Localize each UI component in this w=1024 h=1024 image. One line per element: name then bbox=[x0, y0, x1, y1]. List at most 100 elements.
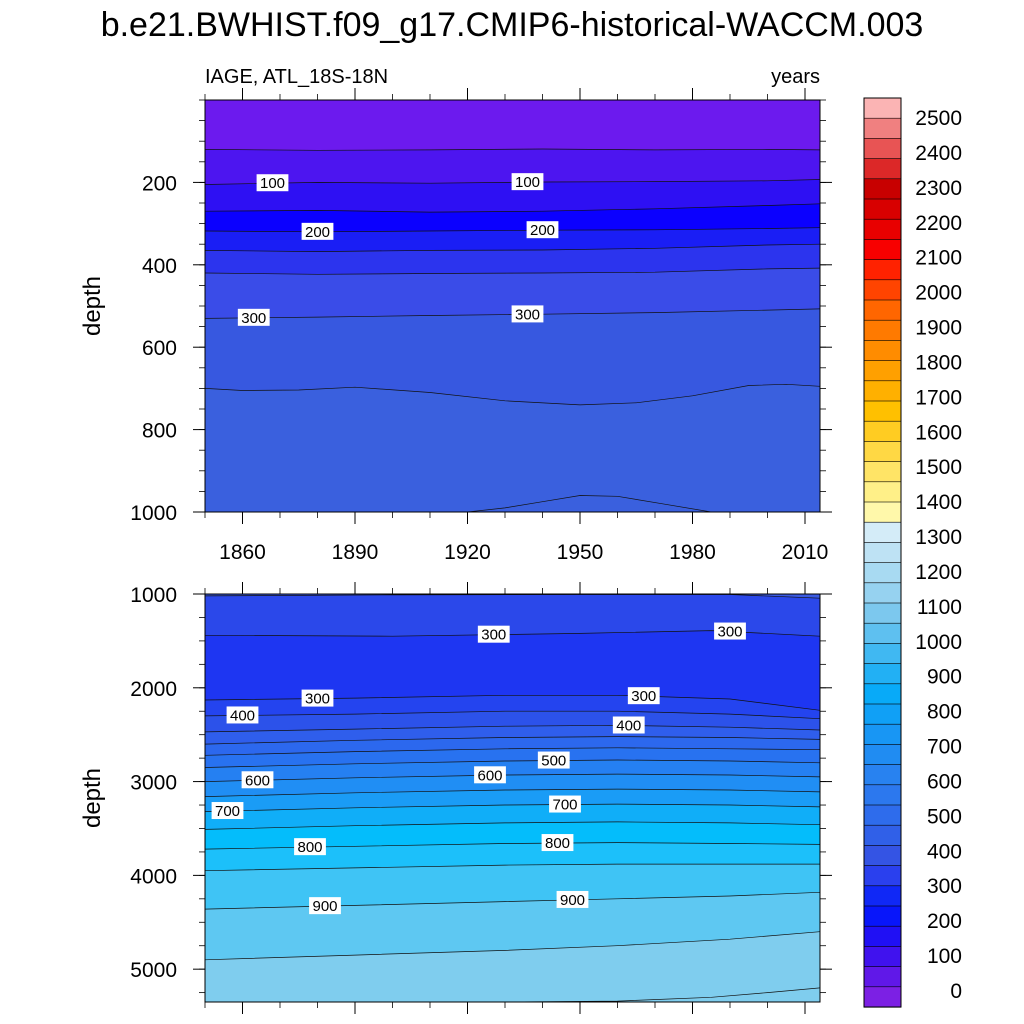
contour-label-box bbox=[301, 222, 334, 240]
colorbar-swatch bbox=[863, 602, 902, 624]
colorbar-swatch bbox=[863, 501, 902, 523]
contour-label-box bbox=[549, 795, 581, 813]
contour-label-box bbox=[301, 689, 334, 707]
contour-label: 900 bbox=[309, 897, 341, 915]
contour-label-text: 800 bbox=[297, 839, 322, 856]
contour-label: 300 bbox=[714, 622, 746, 641]
x-tick-label: 2010 bbox=[782, 541, 829, 564]
contour-label-text: 800 bbox=[545, 835, 570, 852]
colorbar-label: 900 bbox=[927, 666, 962, 689]
y-tick-label: 2000 bbox=[130, 678, 177, 701]
contour-label-text: 700 bbox=[552, 797, 577, 814]
contour-label: 800 bbox=[541, 834, 574, 852]
contour-label: 900 bbox=[556, 890, 589, 909]
deep-panel: 300 300 300 300 400 400 500 600 600 700 700 800 800 9… bbox=[130, 582, 832, 1014]
y-axis-label-lower: depth bbox=[79, 768, 106, 828]
contour-label-box bbox=[474, 766, 506, 784]
contour-label: 100 bbox=[256, 174, 289, 192]
colorbar-swatch bbox=[863, 824, 902, 847]
contour-label-text: 600 bbox=[477, 767, 502, 784]
contour-label-box bbox=[541, 834, 574, 852]
colorbar-swatch bbox=[863, 582, 902, 604]
colorbar-label: 1200 bbox=[915, 561, 962, 584]
contour-label-box bbox=[511, 305, 544, 323]
contour-label: 400 bbox=[612, 716, 645, 734]
colorbar-swatch bbox=[863, 804, 902, 826]
contour-label: 700 bbox=[211, 802, 244, 820]
colorbar-label: 1000 bbox=[915, 631, 962, 654]
colorbar-label: 2400 bbox=[915, 142, 962, 165]
colorbar-swatch bbox=[863, 319, 902, 342]
contour-label-box bbox=[211, 802, 244, 820]
colorbar-swatch bbox=[863, 340, 902, 362]
contour-band bbox=[205, 384, 820, 512]
colorbar-swatch bbox=[863, 198, 902, 220]
colorbar-swatch bbox=[863, 380, 902, 402]
colorbar-swatch bbox=[863, 97, 902, 119]
colorbar-swatch bbox=[863, 865, 902, 887]
contour-line bbox=[504, 987, 820, 1002]
colorbar-swatch bbox=[863, 461, 902, 483]
colorbar-swatch bbox=[863, 703, 902, 725]
contour-label-text: 300 bbox=[305, 691, 330, 708]
y-tick-label: 200 bbox=[142, 172, 177, 195]
colorbar-swatch bbox=[863, 683, 902, 705]
colorbar-label: 1600 bbox=[915, 421, 962, 444]
colorbar-swatch bbox=[863, 764, 902, 786]
contour-line bbox=[205, 724, 820, 733]
contour-label-box bbox=[309, 897, 341, 915]
plot-frame bbox=[204, 593, 821, 1003]
colorbar-label: 700 bbox=[927, 736, 962, 759]
contour-label-box bbox=[556, 890, 589, 908]
colorbar-swatch bbox=[863, 966, 902, 988]
x-tick-label: 1890 bbox=[332, 541, 379, 564]
contour-label-box bbox=[477, 625, 510, 643]
contour-label-box bbox=[537, 751, 570, 769]
contour-band bbox=[205, 931, 820, 1002]
contour-label: 200 bbox=[526, 221, 559, 239]
contour-label-text: 500 bbox=[541, 753, 566, 770]
colorbar-label: 1300 bbox=[915, 526, 962, 549]
y-tick-label: 400 bbox=[142, 255, 177, 278]
colorbar-swatch bbox=[863, 905, 902, 927]
colorbar-swatch bbox=[863, 279, 902, 301]
colorbar-label: 0 bbox=[950, 980, 962, 1003]
colorbar-label: 2000 bbox=[915, 282, 962, 305]
contour-label: 300 bbox=[511, 305, 544, 323]
contour-line bbox=[205, 821, 820, 830]
colorbar-label: 800 bbox=[927, 701, 962, 724]
contour-label-text: 300 bbox=[631, 688, 656, 705]
contour-label: 300 bbox=[301, 689, 334, 708]
contour-label-text: 400 bbox=[616, 717, 641, 734]
colorbar-label: 500 bbox=[927, 805, 962, 828]
contour-label-box bbox=[241, 771, 274, 789]
colorbar-label: 200 bbox=[927, 910, 962, 933]
colorbar-swatch bbox=[863, 299, 902, 321]
contour-label-box bbox=[294, 838, 326, 856]
colorbar-label: 600 bbox=[927, 770, 962, 793]
colorbar-swatch bbox=[863, 723, 902, 746]
contour-label-text: 300 bbox=[515, 306, 540, 323]
contour-label-box bbox=[237, 308, 270, 326]
colorbar-swatch bbox=[863, 360, 902, 382]
colorbar-swatch bbox=[863, 521, 902, 544]
contour-fill-group bbox=[205, 100, 820, 512]
contour-line bbox=[205, 736, 820, 745]
contour-line bbox=[205, 931, 820, 961]
contour-line bbox=[205, 267, 820, 275]
contour-band bbox=[467, 495, 712, 512]
x-tick-label: 1980 bbox=[669, 541, 716, 564]
y-tick-label: 1000 bbox=[130, 502, 177, 525]
contour-label-text: 200 bbox=[305, 224, 330, 241]
contour-label-box bbox=[511, 173, 544, 191]
x-tick-label: 1950 bbox=[557, 541, 604, 564]
y-tick-label: 5000 bbox=[130, 959, 177, 982]
colorbar-swatch bbox=[863, 218, 902, 240]
contour-band bbox=[505, 987, 820, 1002]
contour-label-text: 100 bbox=[260, 175, 285, 192]
contour-label: 300 bbox=[237, 308, 270, 327]
colorbar-label: 1500 bbox=[915, 456, 962, 479]
contour-label-text: 400 bbox=[230, 707, 255, 724]
contour-label-text: 300 bbox=[717, 624, 742, 641]
colorbar-swatch bbox=[863, 239, 902, 261]
